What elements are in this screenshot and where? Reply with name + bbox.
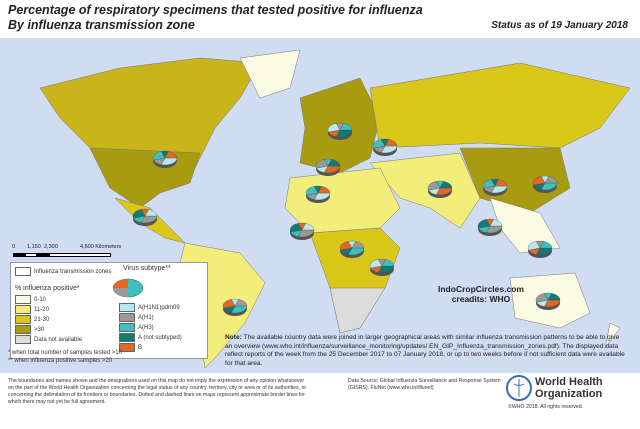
scale-bar: 0 1,150 2,300 4,600 Kilometers (10, 244, 130, 262)
legend-subtype: A (not subtyped) (119, 333, 182, 342)
region-pie (327, 122, 353, 140)
legend-swatch (119, 303, 135, 312)
legend: Influenza transmission zones Virus subty… (10, 262, 208, 359)
scale-label-1: 1,150 (27, 244, 41, 250)
southern-africa (329, 287, 386, 334)
note: Note: The available country data were jo… (225, 334, 625, 368)
region-pie (132, 208, 158, 226)
credit: IndoCropCircles.com creadits: WHO (438, 284, 524, 304)
legend-subtype-label: A (not subtyped) (138, 335, 182, 342)
region-pie (482, 178, 508, 196)
legend-subtype: A(H1N1)pdm09 (119, 303, 180, 312)
zone-label: Influenza transmission zones (34, 269, 112, 276)
legend-subtype: A(H1) (119, 313, 154, 322)
who-logo: World Health Organization (535, 376, 603, 400)
scale-label-0: 0 (12, 244, 16, 250)
legend-class-label: 21-30 (34, 317, 50, 324)
region-pie (152, 150, 178, 168)
who-name-2: Organization (535, 388, 603, 400)
footnote-2: ** when influenza positive samples >20 (8, 358, 113, 364)
legend-swatch (15, 295, 31, 304)
region-pie (315, 158, 341, 176)
legend-swatch (119, 313, 135, 322)
legend-subtype-label: A(H1) (138, 315, 154, 322)
china (459, 147, 571, 214)
legend-subtype-label: A(H1N1)pdm09 (138, 305, 180, 312)
legend-swatch (15, 325, 31, 334)
note-label: Note: (225, 334, 242, 341)
legend-swatch (15, 315, 31, 324)
region-pie (532, 175, 558, 193)
legend-class: Data not available (15, 335, 82, 344)
legend-class-label: 0-10 (34, 297, 47, 304)
new-zealand (604, 322, 621, 349)
legend-subtype: B (119, 343, 142, 352)
legend-class-label: >30 (34, 327, 45, 334)
status-date: Status as of 19 January 2018 (491, 20, 628, 31)
legend-class-label: Data not available (34, 337, 83, 344)
region-pie (535, 292, 561, 310)
data-source: Data Source: Global Influenza Surveillan… (348, 378, 501, 391)
legend-class: 21-30 (15, 315, 49, 324)
region-pie (372, 138, 398, 156)
title-line-2: By influenza transmission zone (8, 18, 195, 32)
scale-segment (49, 253, 111, 257)
scale-segment (37, 253, 49, 257)
region-pie (339, 240, 365, 258)
scale-segment (25, 253, 37, 257)
map-title: Percentage of respiratory specimens that… (8, 3, 423, 33)
legend-swatch (15, 335, 31, 344)
legend-subtype: A(H3) (119, 323, 154, 332)
middle-east-south-asia (369, 152, 481, 229)
legend-class: 0-10 (15, 295, 46, 304)
copyright: ©WHO 2018. All rights reserved. (508, 404, 584, 410)
who-emblem-icon (506, 375, 532, 401)
note-text: The available country data were joined i… (225, 334, 625, 367)
scale-label-3: 4,600 Kilometers (80, 244, 122, 250)
legend-swatch (119, 323, 135, 332)
scale-label-2: 2,300 (44, 244, 58, 250)
disclaimer: The boundaries and names shown and the d… (8, 378, 307, 405)
legend-swatch (119, 343, 135, 352)
greenland (239, 49, 301, 99)
region-pie (369, 258, 395, 276)
legend-class-label: 11-20 (34, 307, 49, 314)
region-pie (222, 298, 248, 316)
title-line-1: Percentage of respiratory specimens that… (8, 3, 423, 17)
credit-line-2: creadits: WHO (451, 294, 511, 304)
legend-subtype-label: B (138, 345, 143, 352)
legend-swatch (119, 333, 135, 342)
legend-subtype-label: A(H3) (138, 325, 154, 332)
credit-line-1: IndoCropCircles.com (438, 284, 524, 294)
legend-class: 11-20 (15, 305, 49, 314)
legend-swatch (15, 305, 31, 314)
region-pie (427, 180, 453, 198)
who-name-1: World Health (535, 376, 603, 388)
positive-title: % influenza positive* (15, 285, 80, 292)
legend-pie-icon (112, 278, 144, 298)
legend-class: >30 (15, 325, 44, 334)
scale-segment (13, 253, 25, 257)
region-pie (289, 222, 315, 240)
region-pie (305, 185, 331, 203)
region-pie (527, 240, 553, 258)
region-pie (477, 218, 503, 236)
subtype-title: Virus subtype** (123, 265, 171, 272)
footnote-1: * when total number of samples tested >1… (8, 350, 122, 356)
